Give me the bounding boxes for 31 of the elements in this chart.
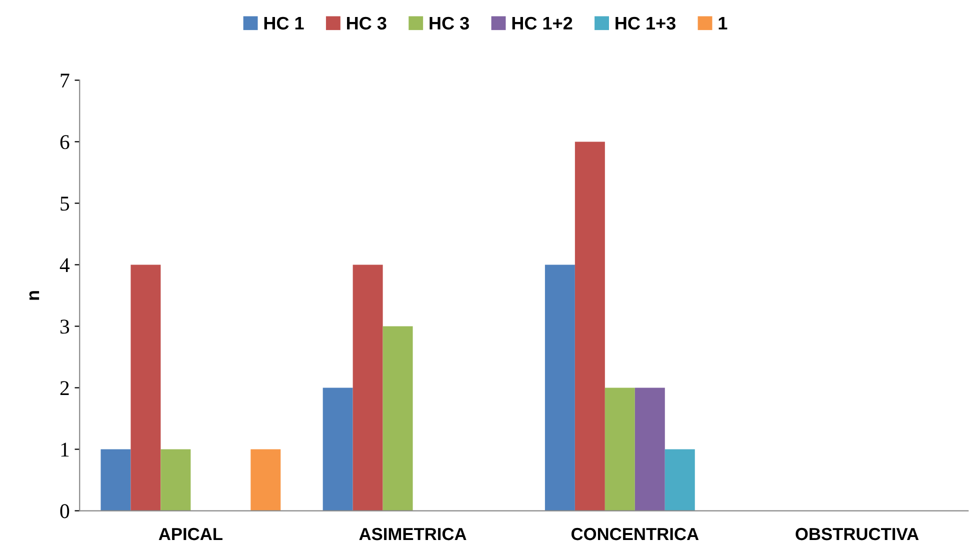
y-tick-label: 0: [60, 504, 70, 518]
y-axis-title: n: [29, 291, 40, 300]
bar: [322, 388, 353, 511]
y-tick-label: 1: [61, 442, 69, 456]
y-tick-label: 7: [60, 74, 70, 88]
x-tick-label: APICAL: [158, 528, 222, 540]
legend-label: HC 1+2: [512, 16, 572, 30]
bar: [130, 264, 161, 511]
y-tick-label: 4: [60, 258, 70, 272]
bar: [160, 449, 191, 511]
bar: [634, 388, 665, 511]
bar: [574, 142, 605, 511]
bar: [544, 264, 575, 511]
legend-label: HC 3: [347, 16, 386, 30]
bar: [100, 449, 131, 511]
bar: [352, 264, 383, 511]
legend-label: 1: [718, 17, 728, 30]
legend-label: HC 1+3: [616, 16, 676, 30]
bar: [664, 449, 695, 511]
y-tick-label: 6: [60, 135, 70, 150]
legend-label: HC 3: [430, 16, 469, 30]
y-tick-label: 5: [60, 196, 70, 211]
bar: [382, 326, 413, 511]
bar: [250, 449, 281, 511]
legend-label: HC 1: [264, 16, 304, 30]
bar: [604, 388, 635, 511]
x-tick-label: ASIMETRICA: [359, 528, 466, 540]
x-tick-label: CONCENTRICA: [571, 528, 699, 540]
y-tick-label: 2: [60, 381, 69, 395]
y-tick-label: 3: [60, 320, 70, 334]
x-tick-label: OBSTRUCTIVA: [796, 528, 919, 540]
